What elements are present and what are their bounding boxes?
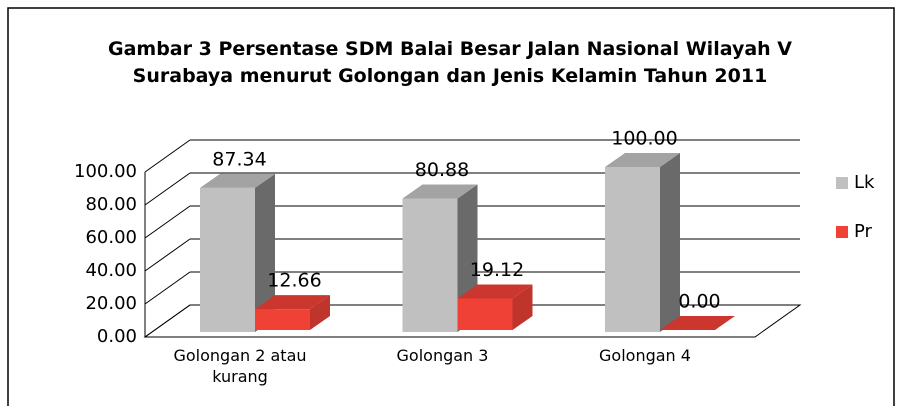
x-tick-label: Golongan 3 bbox=[396, 346, 489, 365]
legend-swatch bbox=[836, 226, 848, 238]
bar-top bbox=[605, 153, 680, 167]
y-tick-label: 0.00 bbox=[97, 326, 137, 347]
bar-side bbox=[255, 173, 275, 332]
bar-front bbox=[457, 298, 513, 330]
chart-title: Gambar 3 Persentase SDM Balai Besar Jala… bbox=[107, 38, 792, 87]
legend-swatch bbox=[836, 177, 848, 189]
grid-line bbox=[144, 271, 191, 305]
legend-label: Pr bbox=[854, 221, 873, 242]
y-tick-label: 80.00 bbox=[85, 194, 137, 215]
bar-top bbox=[660, 316, 735, 330]
bar-front bbox=[402, 198, 458, 332]
bar bbox=[200, 173, 275, 332]
bar bbox=[255, 295, 330, 330]
data-label: 100.00 bbox=[611, 128, 677, 150]
bar-top bbox=[200, 173, 275, 188]
bar-side bbox=[310, 295, 330, 330]
grid-line bbox=[144, 139, 191, 173]
bar bbox=[660, 316, 735, 330]
bar-side bbox=[660, 153, 680, 332]
grid-line bbox=[144, 172, 191, 206]
bar-side bbox=[512, 284, 533, 330]
bar-front bbox=[605, 167, 660, 332]
data-label: 19.12 bbox=[470, 259, 524, 281]
bar-top bbox=[255, 295, 330, 310]
x-tick-label: Golongan 4 bbox=[599, 346, 691, 365]
data-label: 80.88 bbox=[415, 159, 469, 181]
bar-top bbox=[402, 184, 478, 199]
y-tick-label: 100.00 bbox=[74, 161, 137, 182]
y-tick-label: 20.00 bbox=[85, 293, 137, 314]
legend-label: Lk bbox=[854, 172, 875, 193]
data-label: 87.34 bbox=[212, 148, 266, 170]
data-label: 12.66 bbox=[267, 270, 321, 292]
data-label: 0.00 bbox=[678, 291, 720, 313]
grid-line bbox=[144, 238, 191, 272]
bar-front bbox=[255, 309, 310, 330]
frame bbox=[7, 7, 895, 406]
y-tick-label: 60.00 bbox=[85, 227, 137, 248]
bar bbox=[605, 153, 680, 332]
bar bbox=[457, 284, 533, 330]
grid-line bbox=[144, 304, 191, 338]
grid-line bbox=[144, 205, 191, 239]
bar-top bbox=[457, 284, 533, 299]
x-tick-label: Golongan 2 atau kurang bbox=[173, 346, 307, 386]
bar-front bbox=[200, 187, 255, 332]
y-tick-label: 40.00 bbox=[85, 260, 137, 281]
